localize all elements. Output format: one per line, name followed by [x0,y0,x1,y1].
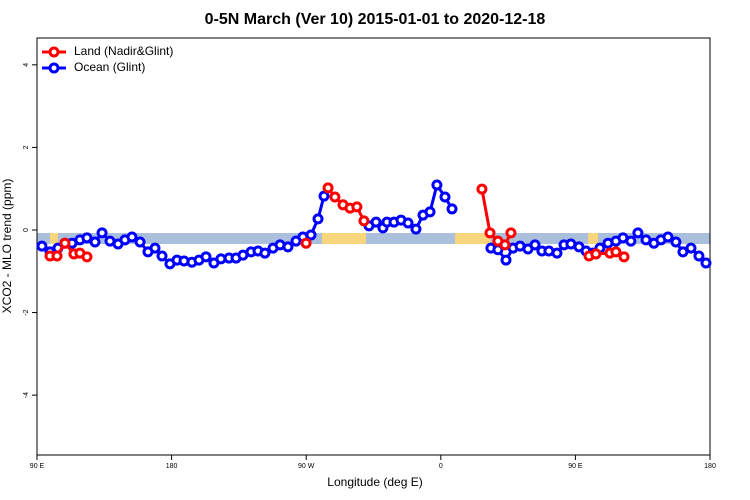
x-axis-label: Longitude (deg E) [327,475,422,489]
data-point [351,201,363,213]
legend-marker [48,62,60,74]
x-tick-label: 90 E [568,463,583,470]
land-band [455,233,491,244]
data-point [59,237,71,249]
data-point [500,254,512,266]
data-point [126,231,138,243]
data-point [134,236,146,248]
data-point [402,217,414,229]
data-point [51,250,63,262]
x-tick-label: 90 E [30,463,45,470]
data-point [156,250,168,262]
data-point [329,191,341,203]
data-point [410,223,422,235]
data-point [96,227,108,239]
data-point [484,227,496,239]
data-point [662,231,674,243]
chart-title: 0-5N March (Ver 10) 2015-01-01 to 2020-1… [205,11,546,28]
data-point [610,246,622,258]
data-point [431,179,443,191]
land-band [50,233,58,244]
data-point [677,246,689,258]
ocean-band [37,233,710,244]
x-tick-label: 180 [704,463,716,470]
x-tick-label: 0 [439,463,443,470]
y-tick-label: 4 [23,63,30,67]
data-point [505,227,517,239]
data-point [81,232,93,244]
data-point [200,251,212,263]
legend-label: Ocean (Glint) [74,60,145,74]
data-point [81,251,93,263]
data-point [446,203,458,215]
data-point [439,191,451,203]
y-tick-label: -2 [23,309,30,315]
data-point [89,236,101,248]
y-axis-label: XCO2 - MLO trend (ppm) [0,179,14,314]
data-point [312,213,324,225]
data-point [670,236,682,248]
y-tick-label: 2 [23,145,30,149]
data-point [282,241,294,253]
x-tick-label: 90 W [298,463,315,470]
data-point [632,227,644,239]
data-point [36,240,48,252]
y-tick-label: -4 [23,392,30,398]
data-point [693,250,705,262]
land-band [588,233,598,244]
data-point [590,248,602,260]
legend-label: Land (Nadir&Glint) [74,44,173,58]
data-point [625,235,637,247]
data-point [529,239,541,251]
data-point [370,216,382,228]
data-point [685,242,697,254]
data-point [259,247,271,259]
data-point [149,242,161,254]
land-band [322,233,366,244]
data-point [476,183,488,195]
data-point [318,190,330,202]
x-tick-label: 180 [166,463,178,470]
legend-marker [48,46,60,58]
data-point [618,251,630,263]
data-point [322,182,334,194]
data-point [700,257,712,269]
data-point [424,206,436,218]
data-point [358,215,370,227]
surface-band [37,233,710,244]
data-point [300,237,312,249]
data-point [551,247,563,259]
data-point [499,239,511,251]
data-point [305,229,317,241]
y-tick-label: 0 [23,228,30,232]
